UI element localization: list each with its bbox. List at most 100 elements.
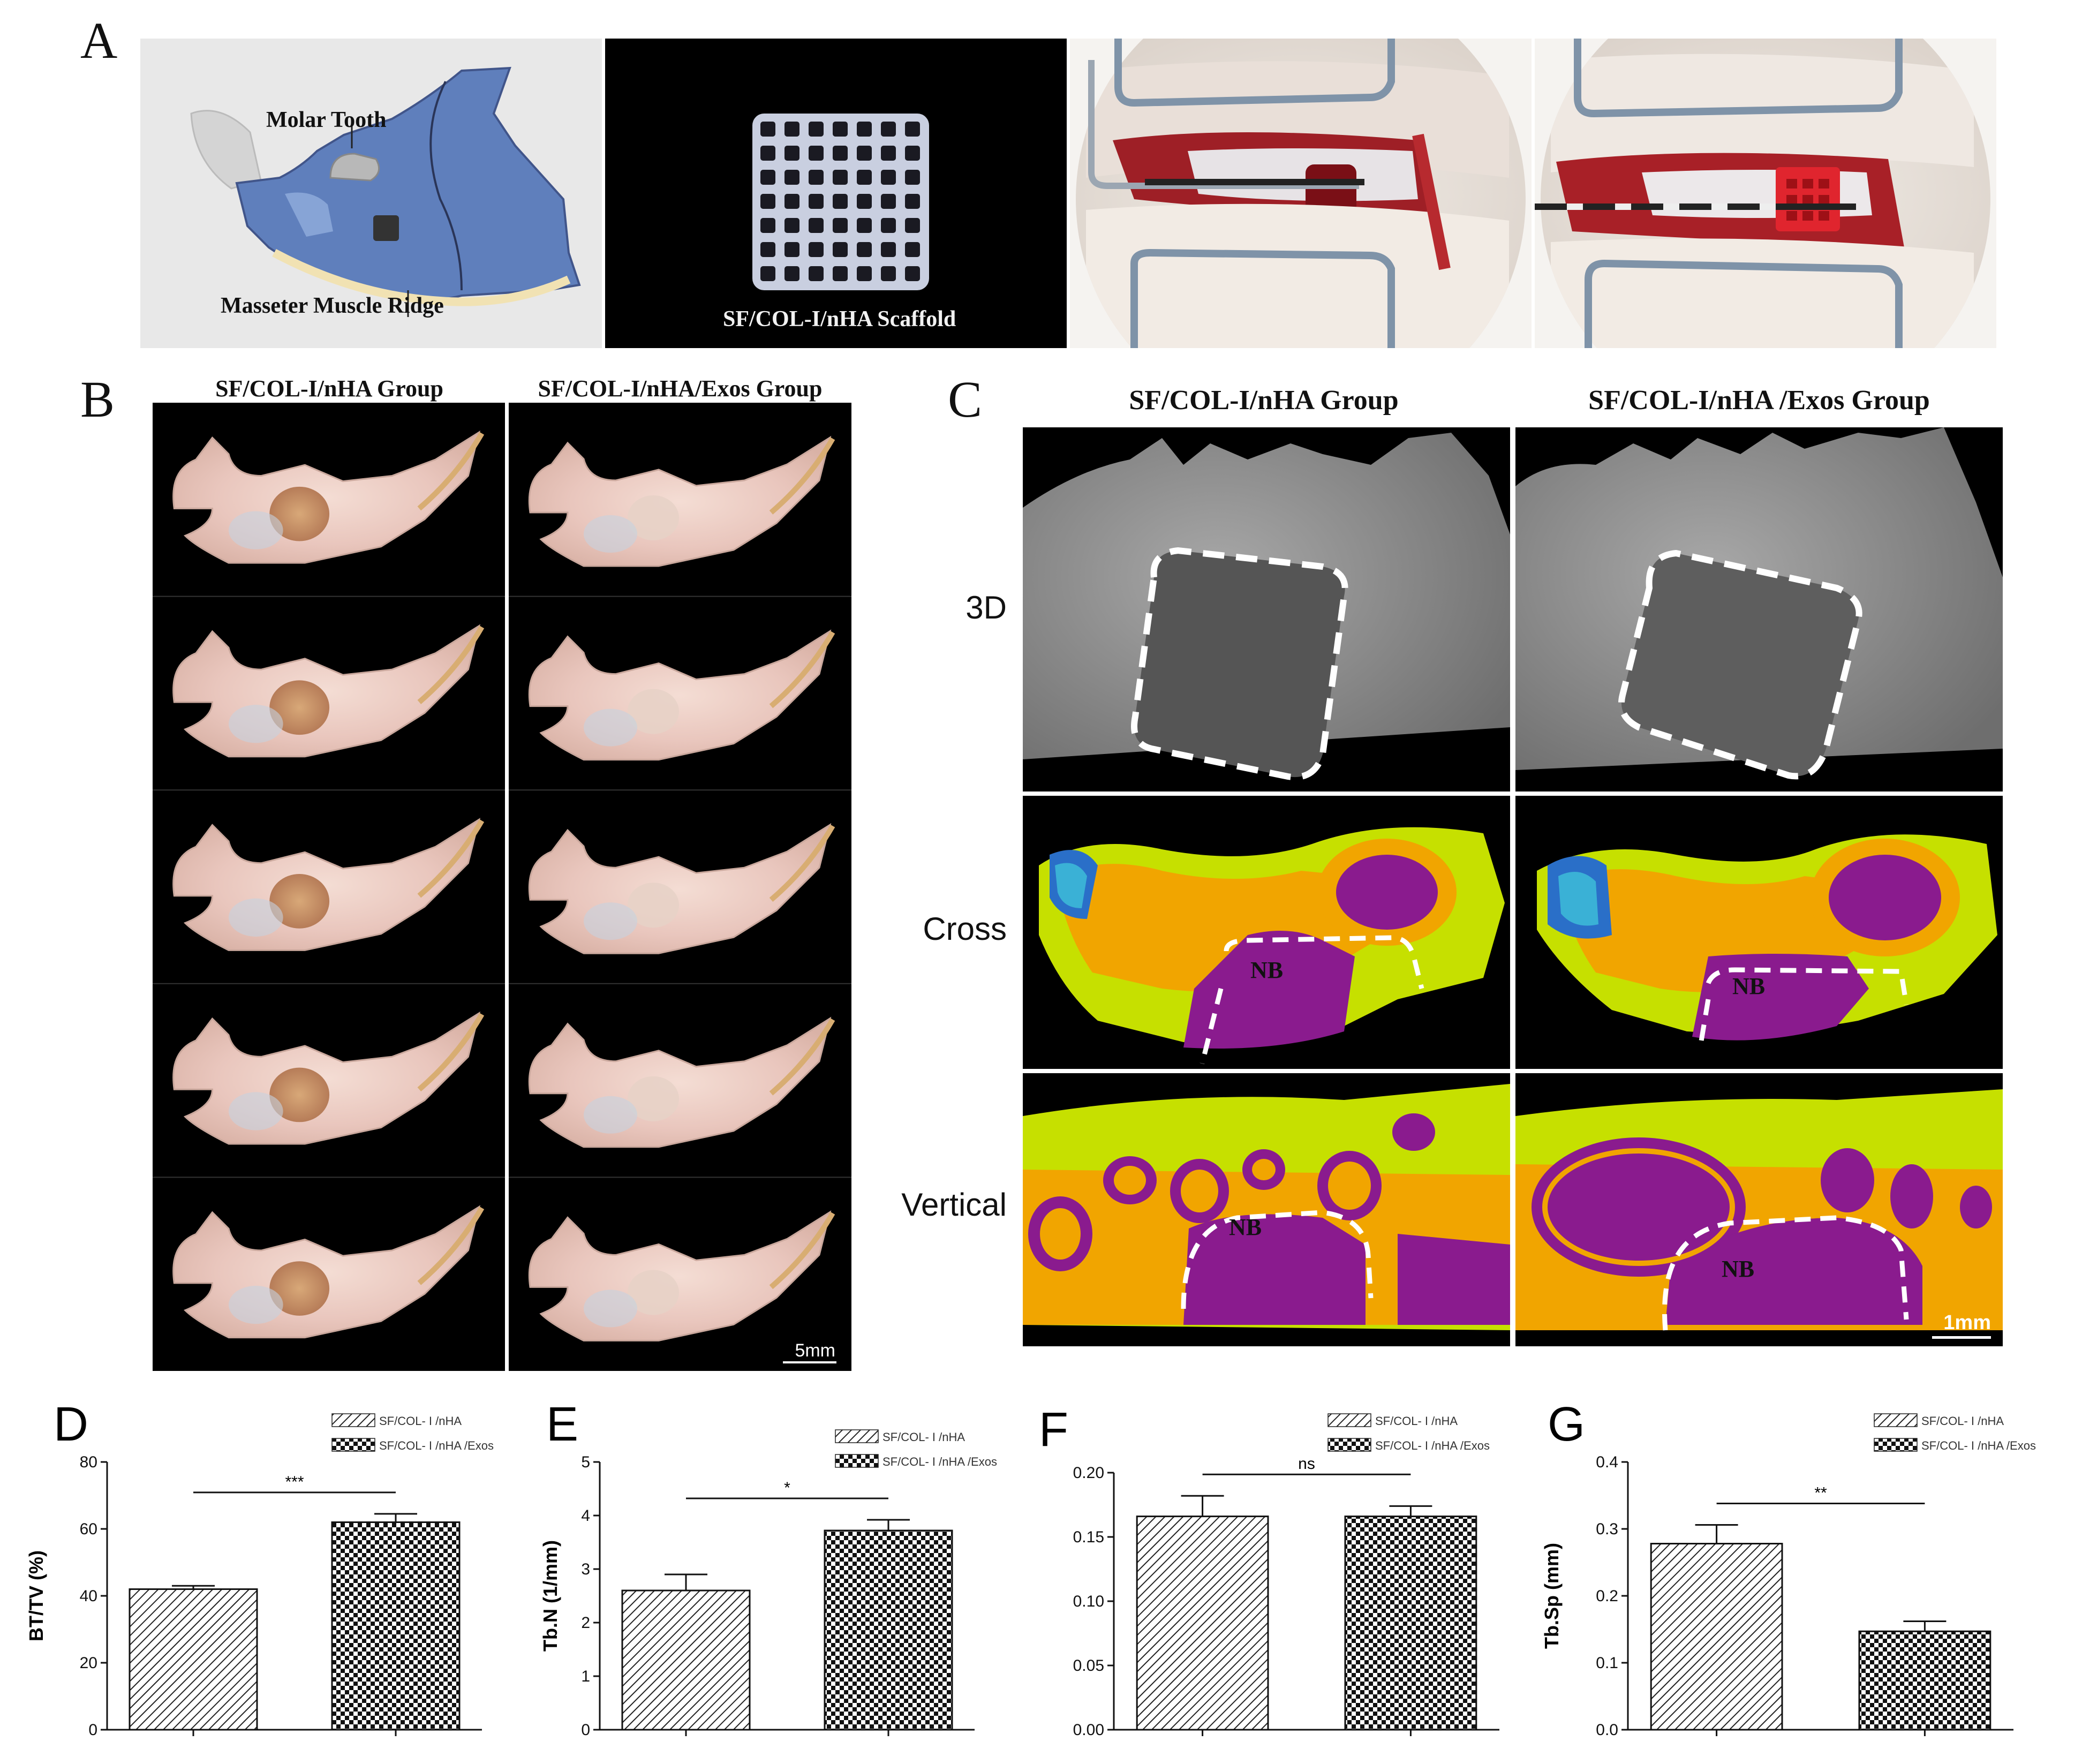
scaffold-pore	[905, 194, 920, 209]
scaffold-pore	[760, 122, 775, 137]
chart-letter: F	[1039, 1403, 1068, 1457]
panel-letter-c: C	[948, 371, 983, 428]
scaffold-pore	[809, 170, 824, 185]
scaffold-pore	[809, 218, 824, 233]
bar	[129, 1588, 258, 1731]
scaffold-pore	[857, 170, 872, 185]
chart-g: G SF/COL- I /nHA SF/COL- I /nHA /Exos 0.0 0.…	[1532, 1382, 2082, 1761]
mandible-specimen	[172, 430, 485, 564]
ct-3d-control	[1023, 427, 1510, 791]
scaffold-pore	[833, 170, 848, 185]
scaffold-pore	[905, 146, 920, 161]
c-row-label-vertical: Vertical	[901, 1187, 1007, 1223]
scaffold-pore	[809, 242, 824, 257]
scaffold-pore	[784, 194, 799, 209]
chart-e: E SF/COL- I /nHA SF/COL- I /nHA /Exos 0 1 2 3 4…	[535, 1382, 1050, 1761]
y-tick-label: 40	[80, 1587, 97, 1605]
scaffold-label: SF/COL-I/nHA Scaffold	[723, 307, 956, 331]
ct-cross-exos: NB	[1515, 796, 2003, 1069]
legend-swatch	[1327, 1413, 1371, 1427]
legend-label: SF/COL- I /nHA /Exos	[379, 1439, 494, 1452]
c-row-label-cross: Cross	[923, 911, 1007, 947]
bar	[1344, 1516, 1477, 1731]
scaffold-pore	[857, 122, 872, 137]
bar	[824, 1529, 953, 1731]
b-scale-label: 5mm	[795, 1340, 835, 1361]
y-tick-label: 60	[80, 1520, 97, 1538]
scaffold-pore	[905, 242, 920, 257]
chart-letter: E	[546, 1398, 578, 1451]
scaffold-pore	[784, 122, 799, 137]
mandible-schematic: Molar Tooth Masseter Muscle Ridge	[140, 39, 602, 348]
legend-label: SF/COL- I /nHA /Exos	[882, 1455, 997, 1468]
legend-swatch	[1327, 1438, 1371, 1452]
mandible-specimen	[528, 629, 835, 761]
y-tick-label: 0.3	[1596, 1520, 1618, 1538]
mandible-specimen	[528, 1016, 835, 1148]
scaffold-pore	[905, 170, 920, 185]
surgery-photo-implant	[1535, 39, 1996, 348]
y-tick-label: 0.20	[1073, 1464, 1104, 1482]
scaffold-pore	[857, 266, 872, 281]
significance-marker: ***	[285, 1473, 304, 1491]
scaffold-pore	[833, 218, 848, 233]
masseter-label: Masseter Muscle Ridge	[221, 293, 444, 318]
y-tick-label: 20	[80, 1654, 97, 1672]
y-tick-label: 5	[581, 1453, 590, 1471]
y-axis-label: BT/TV (%)	[25, 1550, 47, 1641]
y-tick-label: 0	[581, 1721, 590, 1739]
bar	[1136, 1516, 1269, 1731]
b-scale-bar	[783, 1361, 836, 1363]
bar	[621, 1589, 751, 1731]
bar	[331, 1521, 461, 1731]
c-scale-bar	[1932, 1336, 1991, 1339]
legend-label: SF/COL- I /nHA /Exos	[1375, 1439, 1490, 1452]
scaffold-pore	[857, 218, 872, 233]
scaffold-pore	[833, 266, 848, 281]
y-tick-label: 0.10	[1073, 1593, 1104, 1610]
chart-d: D SF/COL- I /nHA SF/COL- I /nHA /Exos 0 20 40…	[11, 1382, 535, 1761]
legend-swatch	[331, 1438, 375, 1452]
legend-swatch	[1874, 1438, 1918, 1452]
scaffold-pore	[881, 146, 896, 161]
y-tick-label: 2	[581, 1614, 590, 1632]
mandible-specimen	[172, 818, 485, 951]
scaffold-pore	[857, 242, 872, 257]
y-tick-label: 0	[88, 1721, 97, 1739]
mandible-specimen	[172, 1205, 485, 1339]
mandible-specimen	[172, 1011, 485, 1145]
legend-label: SF/COL- I /nHA	[1375, 1414, 1458, 1428]
significance-marker: ns	[1298, 1455, 1315, 1473]
scaffold-pore	[784, 242, 799, 257]
mandible-specimen	[172, 624, 485, 758]
scaffold-pore	[881, 218, 896, 233]
scaffold-pore	[881, 266, 896, 281]
scaffold-pore	[760, 218, 775, 233]
scaffold-pore	[905, 218, 920, 233]
c-col1-header: SF/COL-I/nHA Group	[1129, 385, 1399, 416]
ct-vertical-control: NB	[1023, 1073, 1510, 1346]
surgery-photo-defect	[1070, 39, 1532, 348]
scaffold-pore	[857, 146, 872, 161]
y-tick-label: 0.00	[1073, 1721, 1104, 1739]
y-tick-label: 4	[581, 1507, 590, 1525]
y-tick-label: 0.15	[1073, 1528, 1104, 1546]
scaffold-pore	[881, 194, 896, 209]
b-col2-header: SF/COL-I/nHA/Exos Group	[538, 375, 823, 402]
y-tick-label: 0.1	[1596, 1654, 1618, 1672]
y-axis-label: Tb.N (1/mm)	[539, 1540, 561, 1652]
nb-label-vertical-control: NB	[1229, 1214, 1262, 1240]
scaffold-pore	[809, 146, 824, 161]
y-tick-label: 1	[581, 1668, 590, 1685]
legend-label: SF/COL- I /nHA /Exos	[1921, 1439, 2036, 1452]
significance-marker: *	[784, 1479, 790, 1497]
scaffold-pore	[857, 194, 872, 209]
y-axis-label: Tb.Sp (mm)	[1541, 1543, 1563, 1649]
scaffold-pore	[881, 170, 896, 185]
scaffold-pore	[760, 266, 775, 281]
panel-letter-a: A	[80, 12, 118, 69]
scaffold-pore	[760, 194, 775, 209]
scaffold-pore	[760, 170, 775, 185]
scaffold-pore	[784, 266, 799, 281]
c-scale-label: 1mm	[1943, 1311, 1991, 1334]
